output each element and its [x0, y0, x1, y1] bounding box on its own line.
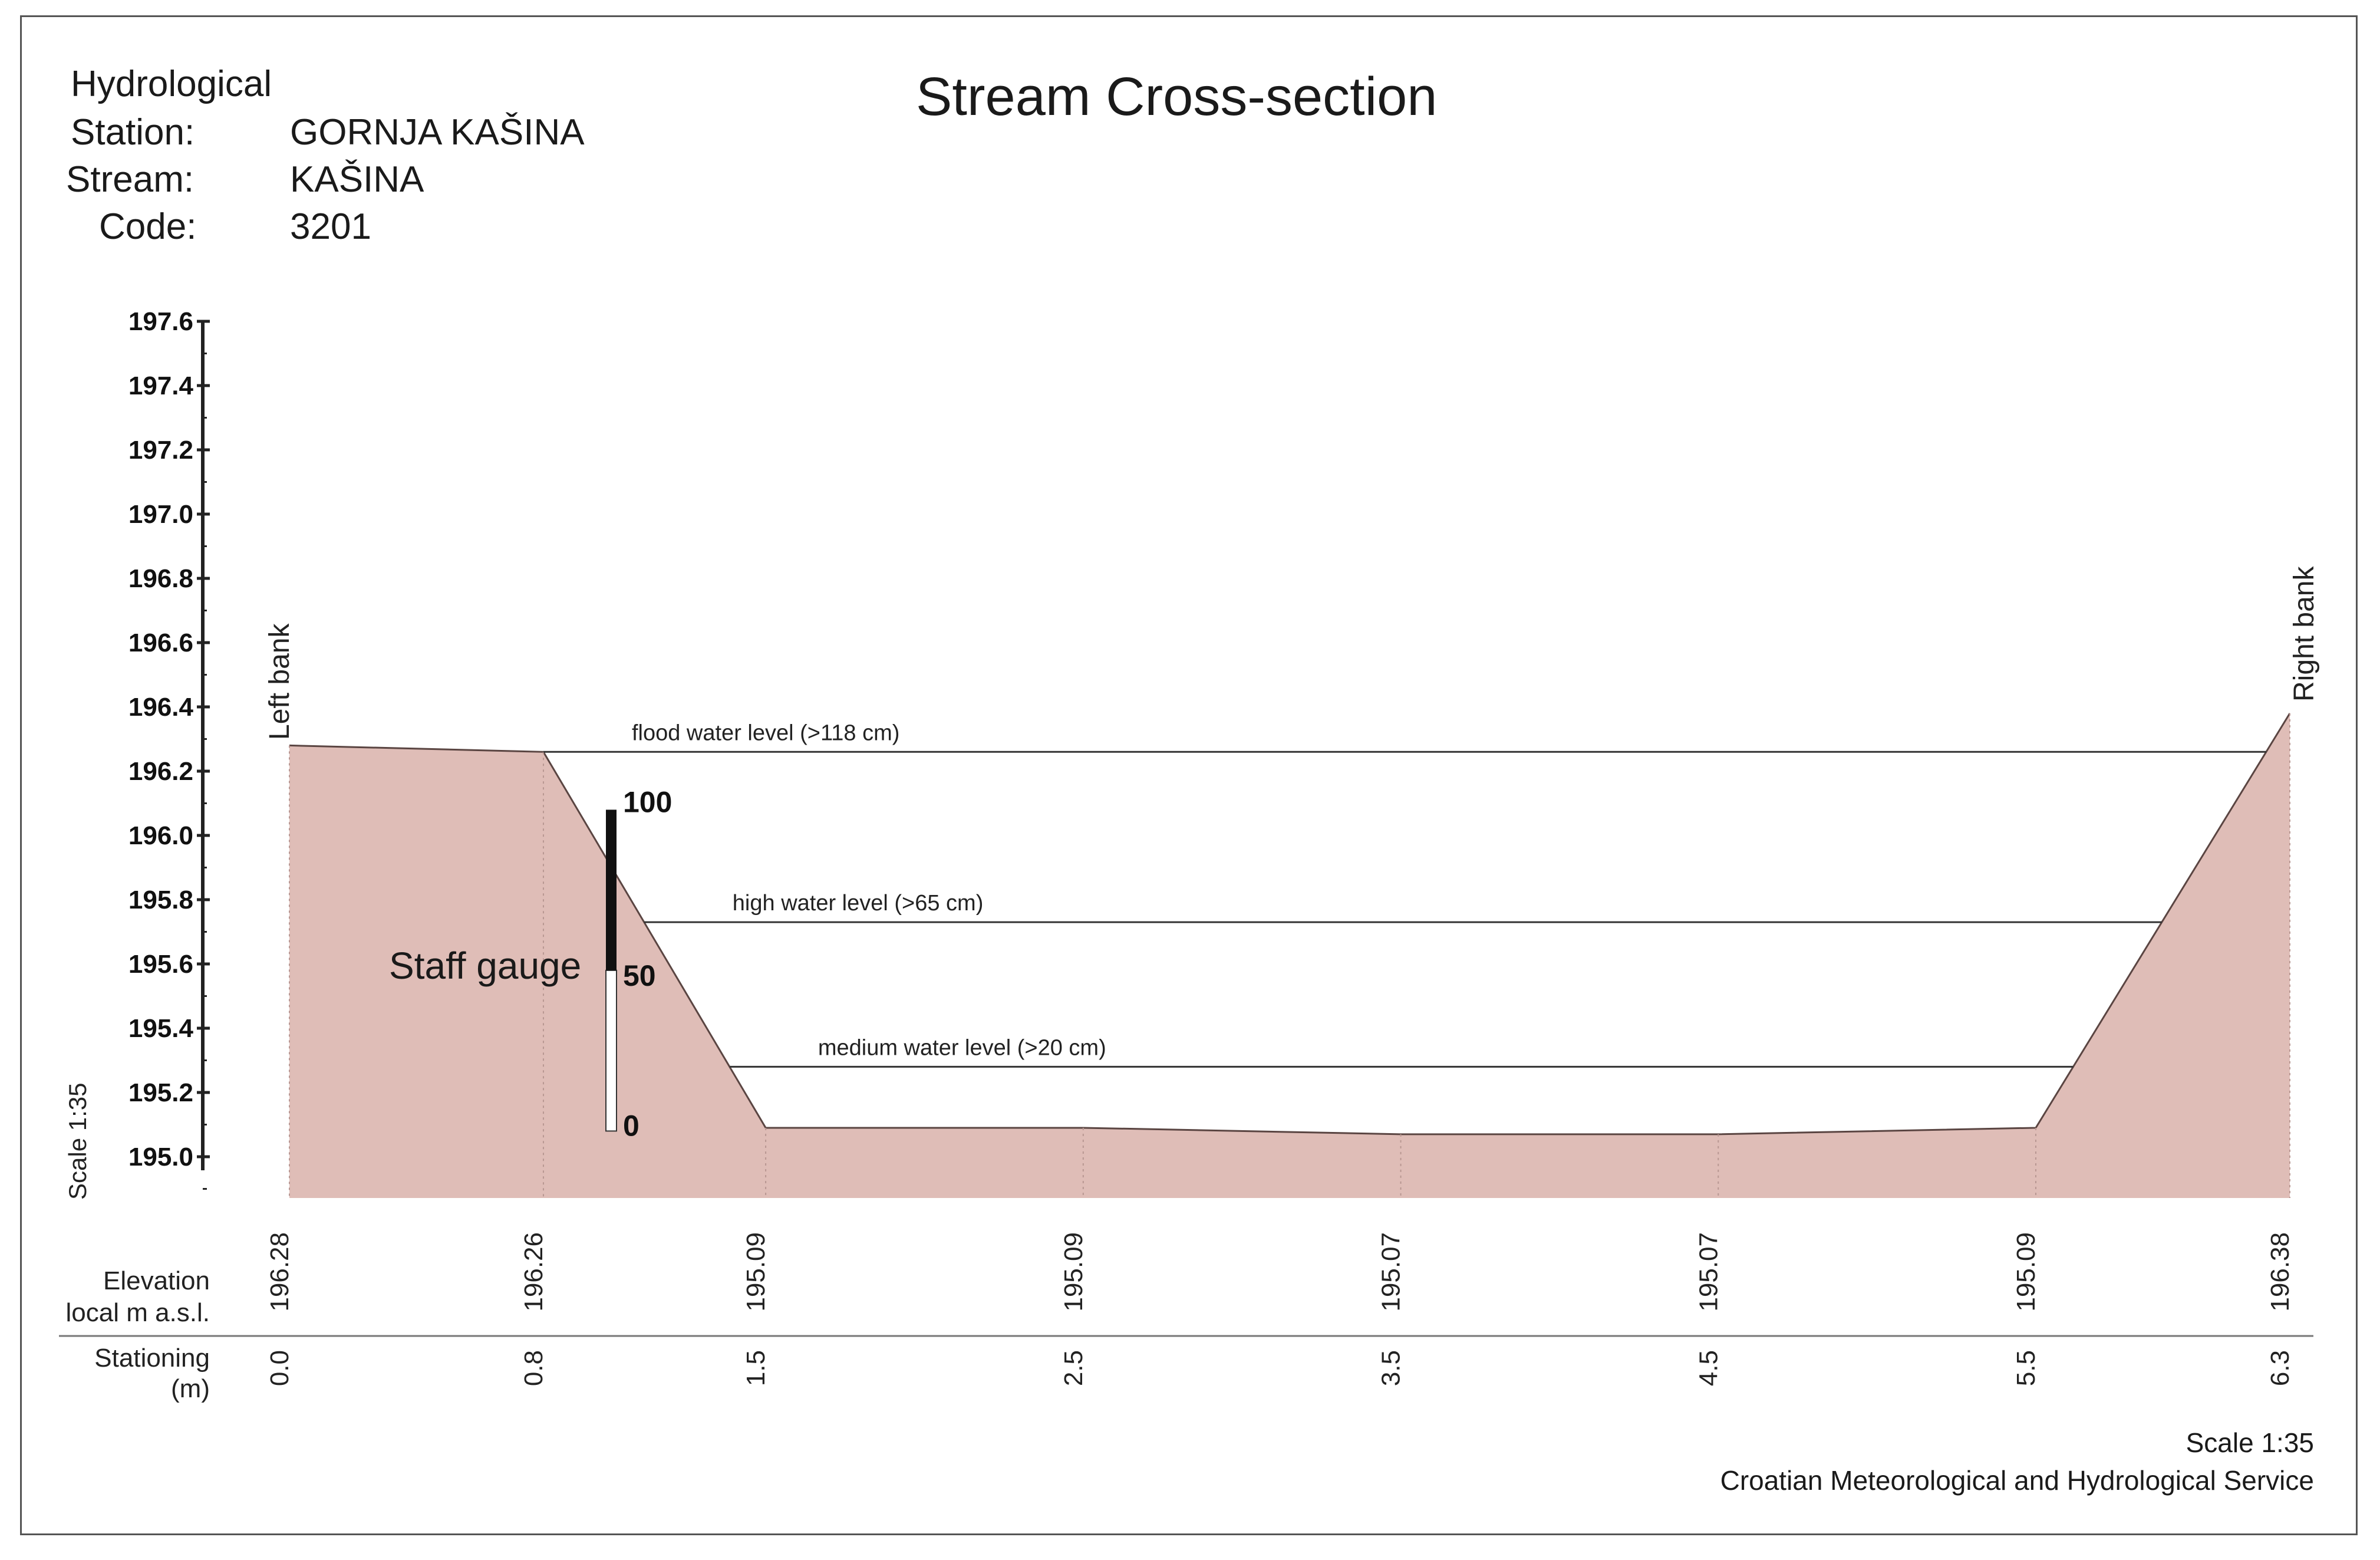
staff-gauge-upper: [606, 809, 617, 970]
station-label-line2: Station:: [71, 112, 195, 153]
y-tick-label-7: 196.2: [128, 757, 193, 786]
footer-scale: Scale 1:35: [2185, 1427, 2314, 1458]
stream-label: Stream:: [66, 159, 195, 200]
stationing-row-label-2: (m): [171, 1374, 210, 1403]
y-tick-label-1: 197.4: [128, 371, 194, 400]
ground-area: [289, 713, 2290, 1198]
water-level-label-0: flood water level (>118 cm): [632, 720, 899, 745]
station-value: GORNJA KAŠINA: [290, 112, 585, 153]
staff-gauge-lower: [605, 969, 617, 1132]
chart-title: Stream Cross-section: [916, 67, 1438, 127]
elevation-value-4: 195.07: [1377, 1232, 1406, 1312]
elevation-row-label-1: Elevation: [103, 1266, 210, 1295]
y-tick-label-11: 195.4: [128, 1014, 194, 1043]
y-tick-label-3: 197.0: [128, 500, 193, 529]
stationing-value-1: 0.8: [519, 1350, 548, 1386]
stationing-value-6: 5.5: [2012, 1350, 2041, 1386]
elevation-value-0: 196.28: [265, 1232, 294, 1312]
stream-value: KAŠINA: [290, 159, 424, 200]
y-axis-scale-label: Scale 1:35: [64, 1083, 91, 1200]
staff-gauge-tick-2: 0: [623, 1109, 639, 1142]
station-label-line1: Hydrological: [71, 64, 272, 104]
stationing-value-2: 1.5: [741, 1350, 770, 1386]
elevation-value-3: 195.09: [1059, 1232, 1088, 1312]
water-level-label-1: high water level (>65 cm): [733, 891, 984, 916]
page-frame: [20, 15, 2358, 1535]
y-tick-label-2: 197.2: [128, 436, 193, 465]
left-bank-label: Left bank: [264, 623, 295, 740]
y-tick-label-0: 197.6: [128, 307, 193, 336]
stationing-value-7: 6.3: [2266, 1350, 2295, 1386]
staff-gauge-tick-1: 50: [623, 959, 656, 992]
y-tick-label-9: 195.8: [128, 886, 193, 914]
code-label: Code:: [99, 206, 197, 247]
ground-profile-line: [289, 713, 2291, 1136]
y-tick-label-5: 196.6: [128, 628, 193, 657]
y-tick-label-8: 196.0: [128, 821, 193, 850]
elevation-value-2: 195.09: [741, 1232, 770, 1312]
y-tick-label-12: 195.2: [128, 1078, 193, 1107]
y-tick-label-4: 196.8: [128, 564, 193, 593]
stationing-value-0: 0.0: [265, 1350, 294, 1386]
stationing-value-3: 2.5: [1059, 1350, 1088, 1386]
elevation-value-1: 196.26: [519, 1232, 548, 1312]
y-tick-label-6: 196.4: [128, 693, 194, 722]
stationing-row-label-1: Stationing: [94, 1344, 210, 1373]
elevation-row-label-2: local m a.s.l.: [65, 1298, 210, 1327]
footer-organization: Croatian Meteorological and Hydrological…: [1720, 1465, 2314, 1496]
elevation-value-6: 195.09: [2012, 1232, 2041, 1312]
y-tick-label-10: 195.6: [128, 950, 193, 979]
y-tick-label-13: 195.0: [128, 1143, 193, 1171]
elevation-value-7: 196.38: [2266, 1232, 2295, 1312]
water-level-label-2: medium water level (>20 cm): [818, 1035, 1106, 1060]
right-bank-label: Right bank: [2289, 566, 2320, 702]
stationing-value-4: 3.5: [1377, 1350, 1406, 1386]
elevation-value-5: 195.07: [1694, 1232, 1723, 1312]
staff-gauge-label: Staff gauge: [389, 944, 581, 987]
stationing-value-5: 4.5: [1694, 1350, 1723, 1386]
staff-gauge-tick-0: 100: [623, 785, 672, 818]
code-value: 3201: [290, 206, 371, 247]
